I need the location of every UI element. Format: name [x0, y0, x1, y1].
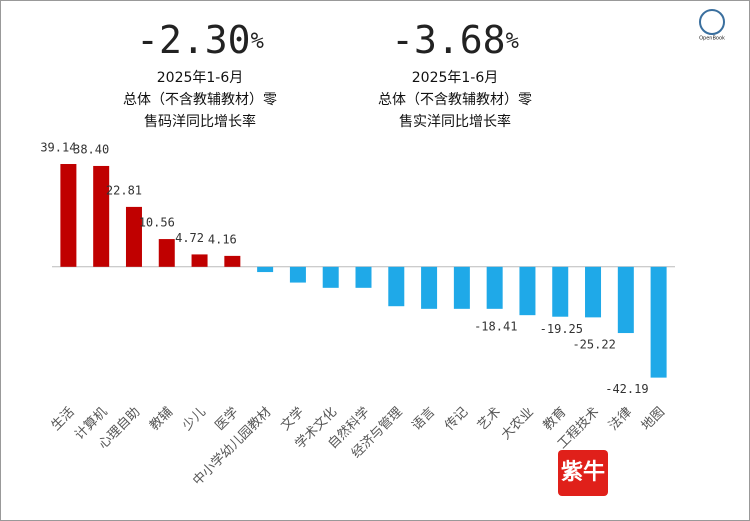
bar	[289, 266, 306, 283]
headline: -3.68%	[391, 18, 519, 62]
bar	[125, 206, 142, 267]
bar	[519, 266, 536, 316]
logo-icon	[699, 9, 725, 35]
headline-caption: 总体（不含教辅教材）零	[123, 92, 277, 108]
bar	[60, 164, 77, 267]
bar	[421, 266, 438, 309]
value-label: -19.25	[540, 322, 583, 336]
headline-caption: 售码洋同比增长率	[144, 113, 256, 130]
bar	[617, 266, 634, 334]
bar	[552, 266, 569, 317]
headline-value: -3.68	[391, 18, 505, 62]
value-label: 22.81	[106, 183, 142, 197]
value-label: -42.19	[605, 382, 648, 396]
stamp-bg	[558, 450, 608, 496]
headline-caption: 售实洋同比增长率	[399, 113, 511, 130]
bar	[158, 239, 175, 267]
value-label: -25.22	[572, 338, 615, 352]
headline-value: -2.30	[136, 18, 250, 62]
headline-caption: 总体（不含教辅教材）零	[378, 92, 532, 108]
bar	[224, 255, 241, 267]
value-label: 10.56	[139, 216, 175, 230]
bar	[388, 266, 405, 307]
bar	[322, 266, 339, 288]
value-label: 4.16	[208, 232, 237, 246]
headline-caption: 2025年1-6月	[157, 70, 244, 86]
bar	[355, 266, 372, 288]
bar	[650, 266, 667, 378]
bar	[486, 266, 503, 309]
bar	[453, 266, 470, 309]
bar	[585, 266, 602, 318]
headline-caption: 2025年1-6月	[412, 70, 499, 86]
stamp: 紫牛	[561, 459, 605, 485]
value-label: 38.40	[73, 142, 109, 156]
bar	[93, 165, 110, 267]
headline-unit: %	[506, 29, 519, 54]
value-label: -18.41	[474, 320, 517, 334]
value-label: 4.72	[175, 231, 204, 245]
bar	[191, 254, 208, 267]
logo: OpenBook	[699, 36, 725, 42]
value-label: 39.14	[40, 141, 76, 155]
headline-unit: %	[251, 29, 264, 54]
bar	[257, 266, 274, 273]
headline: -2.30%	[136, 18, 264, 62]
